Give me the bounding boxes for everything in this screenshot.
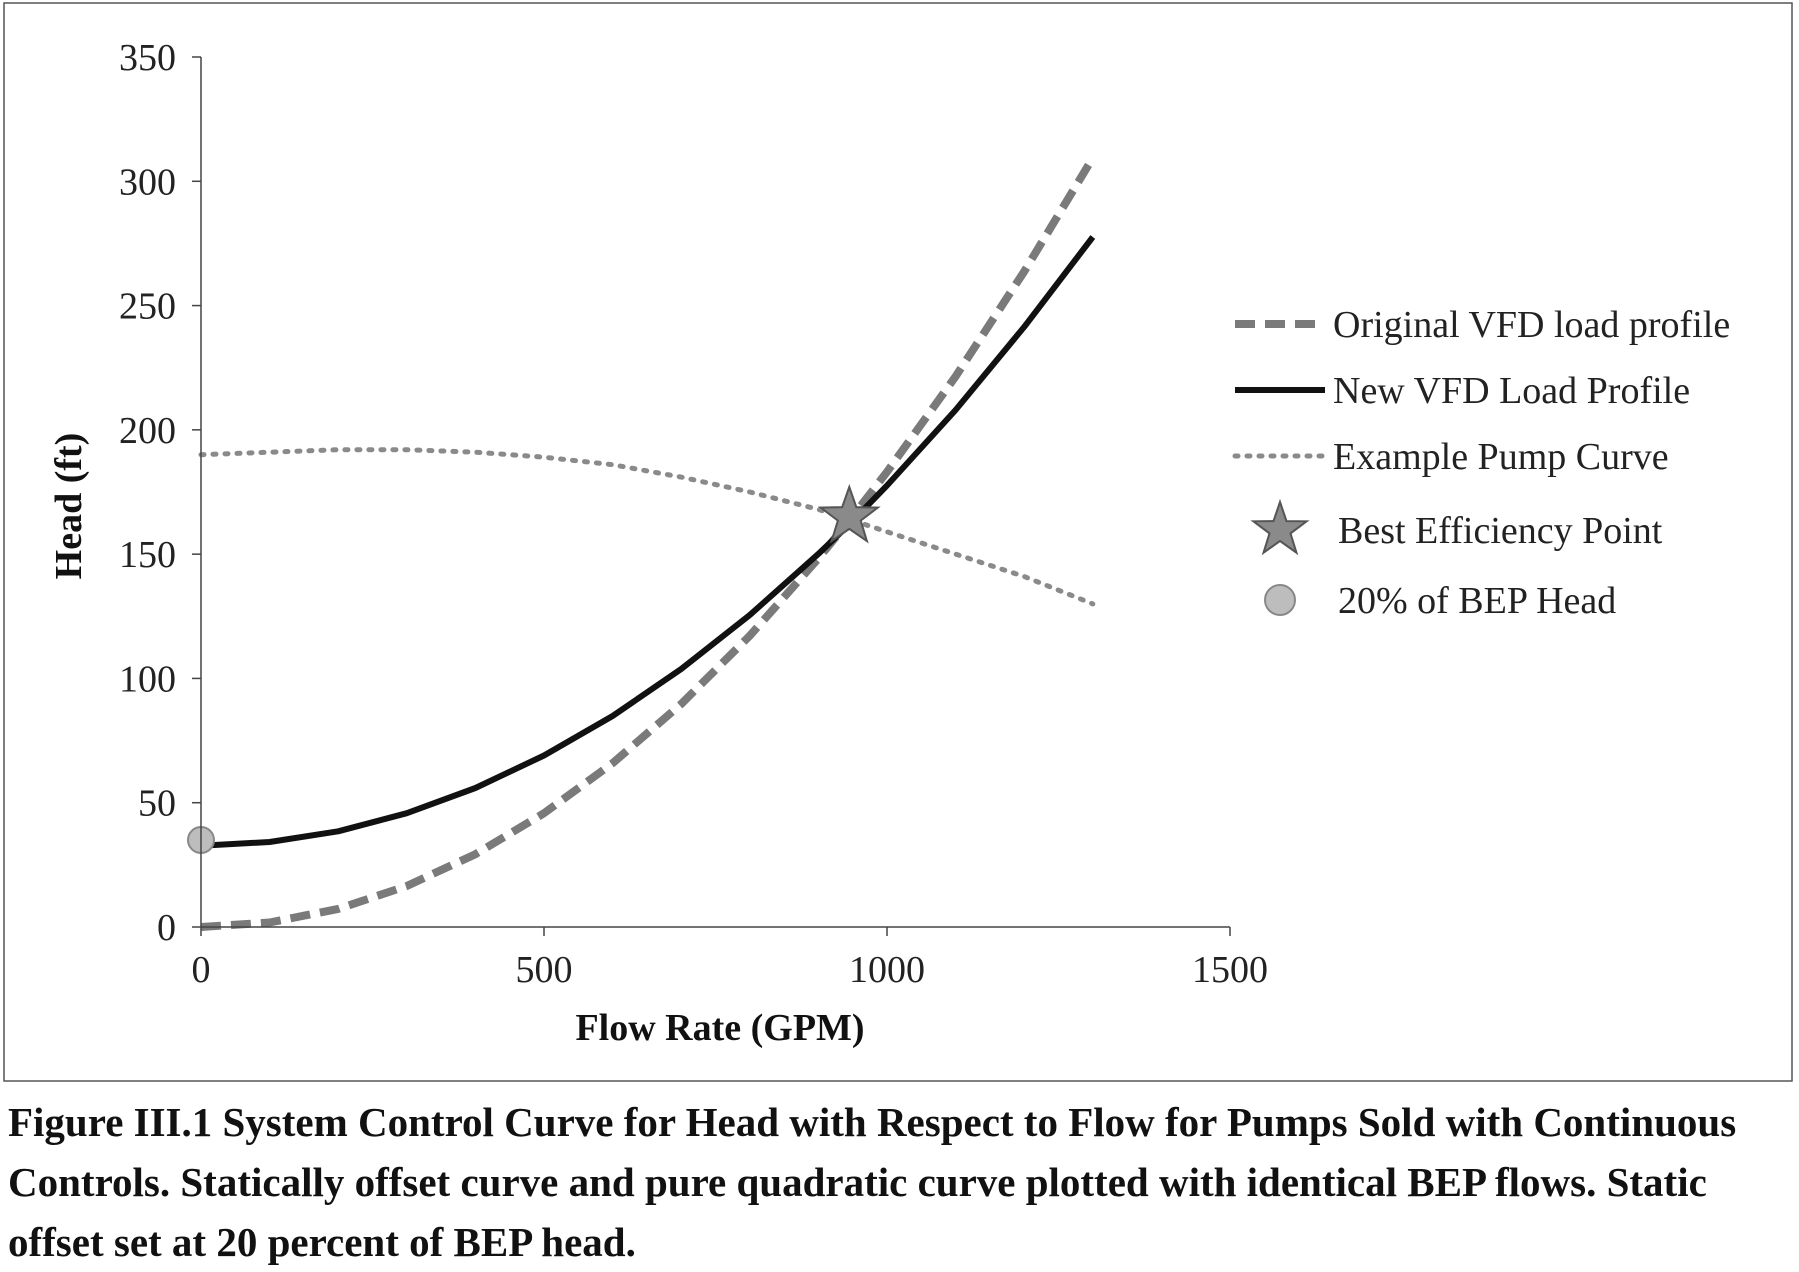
y-tick-label: 250 xyxy=(119,286,176,328)
series-line-1 xyxy=(200,155,1097,931)
y-tick-label: 150 xyxy=(119,534,176,576)
x-tick-label: 0 xyxy=(192,949,211,991)
y-tick-label: 350 xyxy=(119,37,176,79)
legend-swatch-star xyxy=(1250,498,1310,556)
x-tick-label: 1500 xyxy=(1192,949,1268,991)
point-marker-star xyxy=(817,483,881,544)
legend-label: Original VFD load profile xyxy=(1333,304,1730,346)
y-tick-label: 100 xyxy=(119,658,176,700)
chart: 0 50 100 150 200 250 300 350 0 500 1000 1500 Origin… xyxy=(3,2,1793,1082)
x-tick-label: 1000 xyxy=(849,949,925,991)
legend-label: Example Pump Curve xyxy=(1333,436,1669,478)
x-axis-title: Flow Rate (GPM) xyxy=(575,1007,864,1049)
legend-label: 20% of BEP Head xyxy=(1338,580,1616,622)
legend-label: Best Efficiency Point xyxy=(1338,510,1663,552)
x-tick-label: 500 xyxy=(516,949,573,991)
chart-border xyxy=(3,2,1793,1082)
legend-label: New VFD Load Profile xyxy=(1333,370,1690,412)
legend-swatch-circle xyxy=(1264,584,1296,616)
series-line-2 xyxy=(200,235,1096,849)
y-axis-title: Head (ft) xyxy=(48,433,90,580)
y-tick-label: 0 xyxy=(157,907,176,949)
chart-frame: 0 50 100 150 200 250 300 350 0 500 1000 1500 Origin… xyxy=(3,2,1793,1082)
figure-caption: Figure III.1 System Control Curve for He… xyxy=(8,1099,1737,1265)
y-tick-label: 300 xyxy=(119,161,176,203)
y-tick-label: 50 xyxy=(138,783,176,825)
y-tick-label: 200 xyxy=(119,410,176,452)
series-line-3 xyxy=(198,447,1096,607)
